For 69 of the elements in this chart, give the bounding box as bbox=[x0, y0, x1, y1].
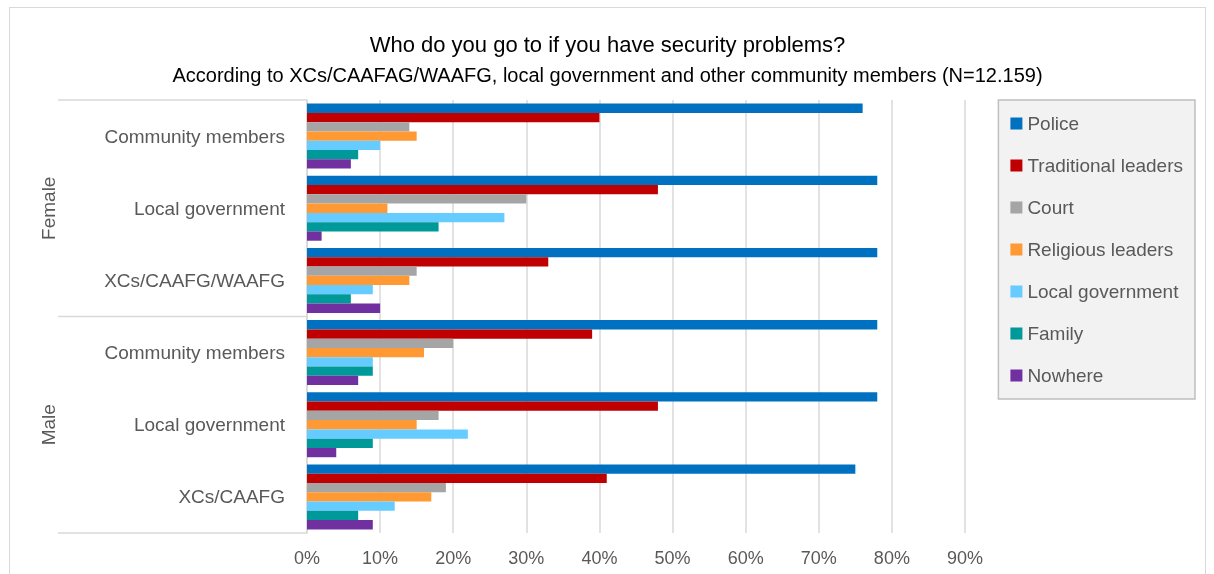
y-tick-label: XCs/CAAFG bbox=[178, 486, 285, 508]
bar bbox=[307, 294, 351, 304]
legend-label: Local government bbox=[1027, 281, 1180, 302]
bar bbox=[307, 103, 863, 113]
bar bbox=[307, 140, 381, 150]
y-tick-label: Local government bbox=[133, 414, 286, 436]
y-tick-label: Local government bbox=[133, 197, 286, 219]
bar bbox=[307, 438, 373, 448]
bar bbox=[307, 401, 658, 411]
bar bbox=[307, 175, 878, 186]
bar bbox=[307, 447, 337, 458]
text: Female bbox=[37, 176, 59, 240]
bar bbox=[307, 194, 527, 204]
bar bbox=[307, 247, 878, 258]
x-tick-label: 80% bbox=[873, 548, 910, 568]
bar bbox=[307, 131, 417, 141]
bar bbox=[307, 203, 388, 213]
x-tick-label: 0% bbox=[293, 548, 321, 568]
bar bbox=[307, 285, 373, 295]
x-tick-label: 50% bbox=[654, 548, 691, 568]
chart-title: Who do you go to if you have security problems? bbox=[369, 31, 846, 57]
bar bbox=[307, 338, 454, 348]
y-tick-label: XCs/CAAFG/WAAFG bbox=[104, 269, 285, 291]
bar bbox=[307, 329, 593, 339]
bar bbox=[307, 112, 600, 123]
bar bbox=[307, 185, 658, 195]
y-tick-label: Community members bbox=[104, 125, 285, 147]
bar bbox=[307, 222, 439, 232]
bar bbox=[307, 492, 432, 502]
bar bbox=[307, 122, 410, 132]
x-tick-label: 40% bbox=[581, 548, 618, 568]
bar bbox=[307, 501, 395, 511]
legend-label: Police bbox=[1027, 113, 1080, 134]
legend-label: Traditional leaders bbox=[1027, 155, 1184, 176]
bar bbox=[307, 357, 373, 367]
bar bbox=[307, 303, 381, 313]
bar bbox=[307, 392, 878, 402]
x-tick-label: 10% bbox=[362, 548, 399, 568]
legend-label: Religious leaders bbox=[1027, 239, 1174, 260]
bar bbox=[307, 150, 359, 160]
bar bbox=[307, 159, 351, 169]
bar bbox=[307, 347, 424, 358]
bar bbox=[307, 266, 417, 276]
x-tick-label: 20% bbox=[435, 548, 472, 568]
bar bbox=[307, 366, 373, 376]
legend-label: Family bbox=[1027, 323, 1084, 344]
text: Male bbox=[37, 404, 59, 446]
x-tick-label: 90% bbox=[946, 548, 984, 568]
bar bbox=[307, 483, 446, 493]
y-tick-label: Community members bbox=[104, 342, 285, 364]
bar bbox=[307, 320, 878, 330]
x-tick-label: 30% bbox=[508, 548, 545, 568]
bar bbox=[307, 429, 468, 439]
bar bbox=[307, 275, 410, 286]
bar bbox=[307, 231, 322, 241]
bar bbox=[307, 464, 856, 474]
bar bbox=[307, 410, 439, 421]
bar bbox=[307, 257, 549, 267]
chart-subtitle: According to XCs/CAAFAG/WAAFG, local government and other community members (N=12.159) bbox=[172, 64, 1043, 86]
bar bbox=[307, 420, 417, 430]
bar bbox=[307, 375, 359, 386]
legend-label: Nowhere bbox=[1027, 365, 1104, 386]
legend-label: Court bbox=[1027, 197, 1075, 218]
x-tick-label: 60% bbox=[727, 548, 764, 568]
bar bbox=[307, 520, 373, 530]
bar bbox=[307, 473, 607, 483]
bar bbox=[307, 212, 505, 223]
x-tick-label: 70% bbox=[800, 548, 837, 568]
bar bbox=[307, 510, 359, 521]
